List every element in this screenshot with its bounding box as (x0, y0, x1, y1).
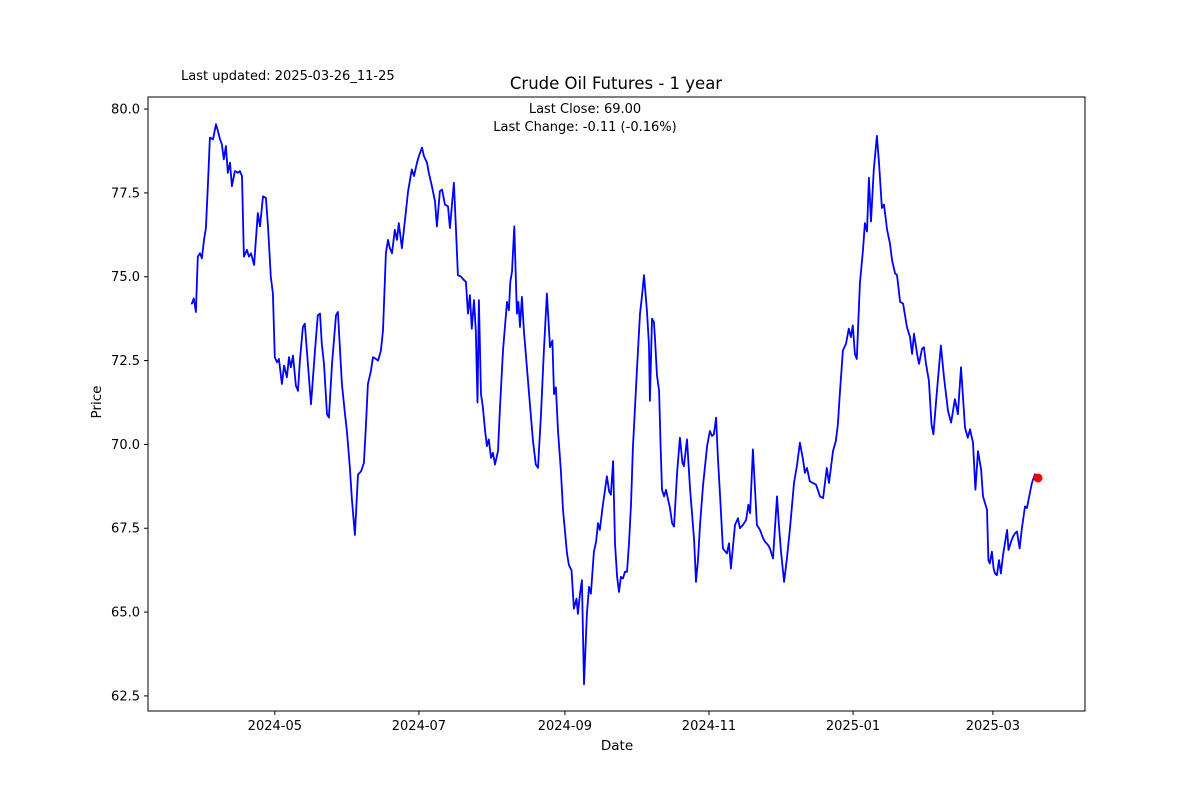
x-tick-label: 2024-09 (538, 719, 592, 734)
plot-border (147, 96, 1086, 712)
x-tick-label: 2024-07 (392, 719, 446, 734)
price-line (190, 123, 1039, 686)
x-tick-label: 2025-01 (826, 719, 880, 734)
last-updated-text: Last updated: 2025-03-26_11-25 (181, 69, 395, 84)
y-tick-label: 80.0 (111, 103, 140, 118)
x-axis-label: Date (600, 738, 634, 754)
y-tick-label: 75.0 (111, 270, 140, 285)
chart-title: Crude Oil Futures - 1 year (509, 74, 723, 93)
y-tick-label: 77.5 (111, 186, 140, 201)
y-tick-label: 67.5 (111, 522, 140, 537)
y-tick-label: 70.0 (111, 438, 140, 453)
y-tick-label: 62.5 (111, 689, 140, 704)
x-tick-label: 2024-11 (682, 719, 736, 734)
y-tick-label: 65.0 (111, 606, 140, 621)
x-tick-label: 2025-03 (966, 719, 1020, 734)
y-tick-label: 72.5 (111, 354, 140, 369)
x-tick-label: 2024-05 (248, 719, 302, 734)
annotation-last-change: Last Change: -0.11 (-0.16%) (493, 120, 677, 135)
y-axis-label: Price (89, 385, 105, 419)
last-close-marker (1033, 473, 1043, 483)
annotation-last-close: Last Close: 69.00 (528, 102, 642, 117)
